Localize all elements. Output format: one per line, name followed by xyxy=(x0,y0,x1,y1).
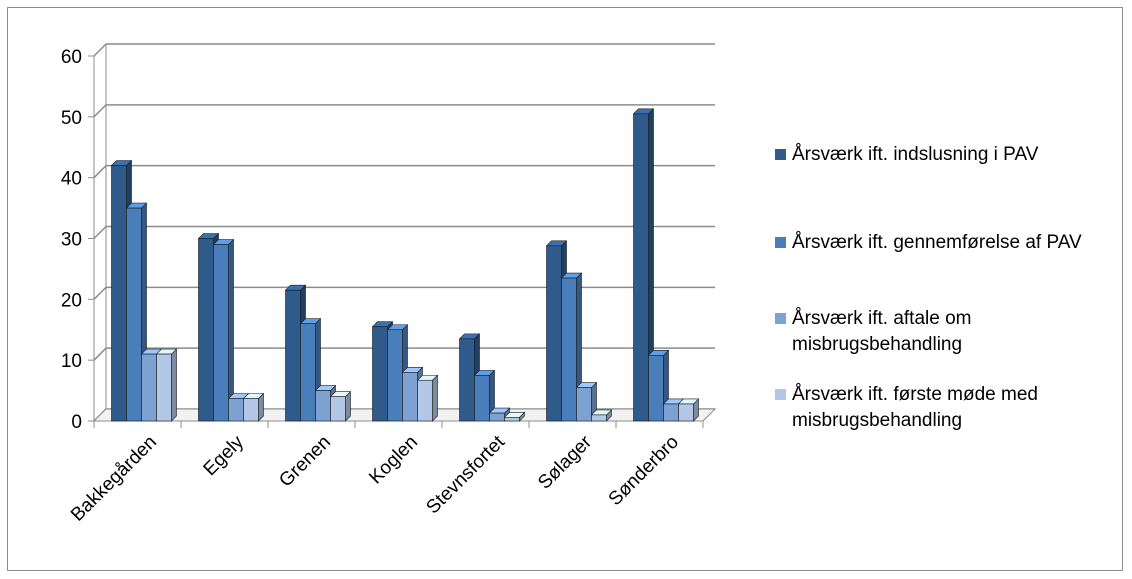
bar-front xyxy=(228,398,244,422)
y-tick-label: 10 xyxy=(61,351,82,372)
x-tick-label: Egely xyxy=(200,431,249,480)
bar-side xyxy=(432,374,438,422)
bar xyxy=(473,369,496,422)
x-tick-label: Koglen xyxy=(365,432,422,489)
bar-front xyxy=(663,403,679,422)
legend-item: Årsværk ift. indslusning i PAV xyxy=(775,142,1122,168)
bar-front xyxy=(315,390,331,422)
y-tick-label: 40 xyxy=(61,169,82,190)
bar xyxy=(242,392,265,422)
x-tick-label: Sønderbro xyxy=(605,432,683,510)
bar-side xyxy=(171,348,177,422)
y-tick-label: 50 xyxy=(61,108,82,129)
bar xyxy=(329,390,352,422)
bar xyxy=(212,238,235,422)
gridline xyxy=(93,286,715,300)
legend-label: Årsværk ift. indslusning i PAV xyxy=(792,144,1039,165)
bar xyxy=(590,409,613,422)
legend-label: Årsværk ift. første møde med misbrugsbeh… xyxy=(792,384,1038,431)
x-tick-label: Grenen xyxy=(275,432,335,492)
bar-side xyxy=(228,238,234,422)
x-tick-label: Sølager xyxy=(534,431,596,493)
bar-front xyxy=(633,113,649,422)
bar-front xyxy=(402,372,418,422)
gridline xyxy=(93,43,715,57)
bar-front xyxy=(489,412,505,422)
bar-front xyxy=(678,403,694,422)
bar-front xyxy=(126,207,142,422)
bar-front xyxy=(504,417,520,422)
y-tick-label: 20 xyxy=(61,290,82,311)
legend-item: Årsværk ift. aftale om misbrugsbehandlin… xyxy=(775,306,1122,358)
bar xyxy=(416,374,439,422)
gridline xyxy=(93,164,715,179)
bar xyxy=(632,108,655,422)
bar-front xyxy=(285,289,301,422)
gridline xyxy=(93,104,715,118)
legend-swatch xyxy=(775,389,786,400)
bar-front xyxy=(213,244,229,422)
y-tick-label: 60 xyxy=(61,47,82,68)
bar-front xyxy=(198,238,214,422)
bar-front xyxy=(591,414,607,422)
legend-swatch xyxy=(775,313,786,324)
gridline xyxy=(93,225,715,240)
bar-front xyxy=(459,338,475,422)
bar xyxy=(503,411,526,422)
legend-label: Årsværk ift. aftale om misbrugsbehandlin… xyxy=(792,308,972,355)
y-tick-label: 30 xyxy=(61,230,82,251)
bar-front xyxy=(300,323,316,422)
legend-item: Årsværk ift. gennemførelse af PAV xyxy=(775,230,1122,256)
bar-front xyxy=(474,375,490,422)
x-tick-label: Bakkegården xyxy=(67,432,161,526)
legend-item: Årsværk ift. første møde med misbrugsbeh… xyxy=(775,382,1122,434)
legend-swatch xyxy=(775,237,786,248)
bar xyxy=(125,202,148,422)
legend-swatch xyxy=(775,149,786,160)
bar-front xyxy=(387,329,403,422)
bar-front xyxy=(141,353,157,422)
bar-front xyxy=(576,387,592,422)
bar-front xyxy=(546,245,562,422)
bar-front xyxy=(648,354,664,422)
bar xyxy=(155,348,178,422)
x-tick-label: Stevnsfortet xyxy=(422,431,509,518)
bar-front xyxy=(111,165,127,422)
bar-front xyxy=(243,398,259,422)
bar-front xyxy=(417,379,433,422)
bar-front xyxy=(561,277,577,422)
bar-front xyxy=(372,326,388,422)
bar-front xyxy=(330,396,346,422)
y-tick-label: 0 xyxy=(71,412,82,433)
bar-front xyxy=(156,353,172,422)
bar xyxy=(677,398,700,422)
legend-label: Årsværk ift. gennemførelse af PAV xyxy=(792,232,1082,253)
